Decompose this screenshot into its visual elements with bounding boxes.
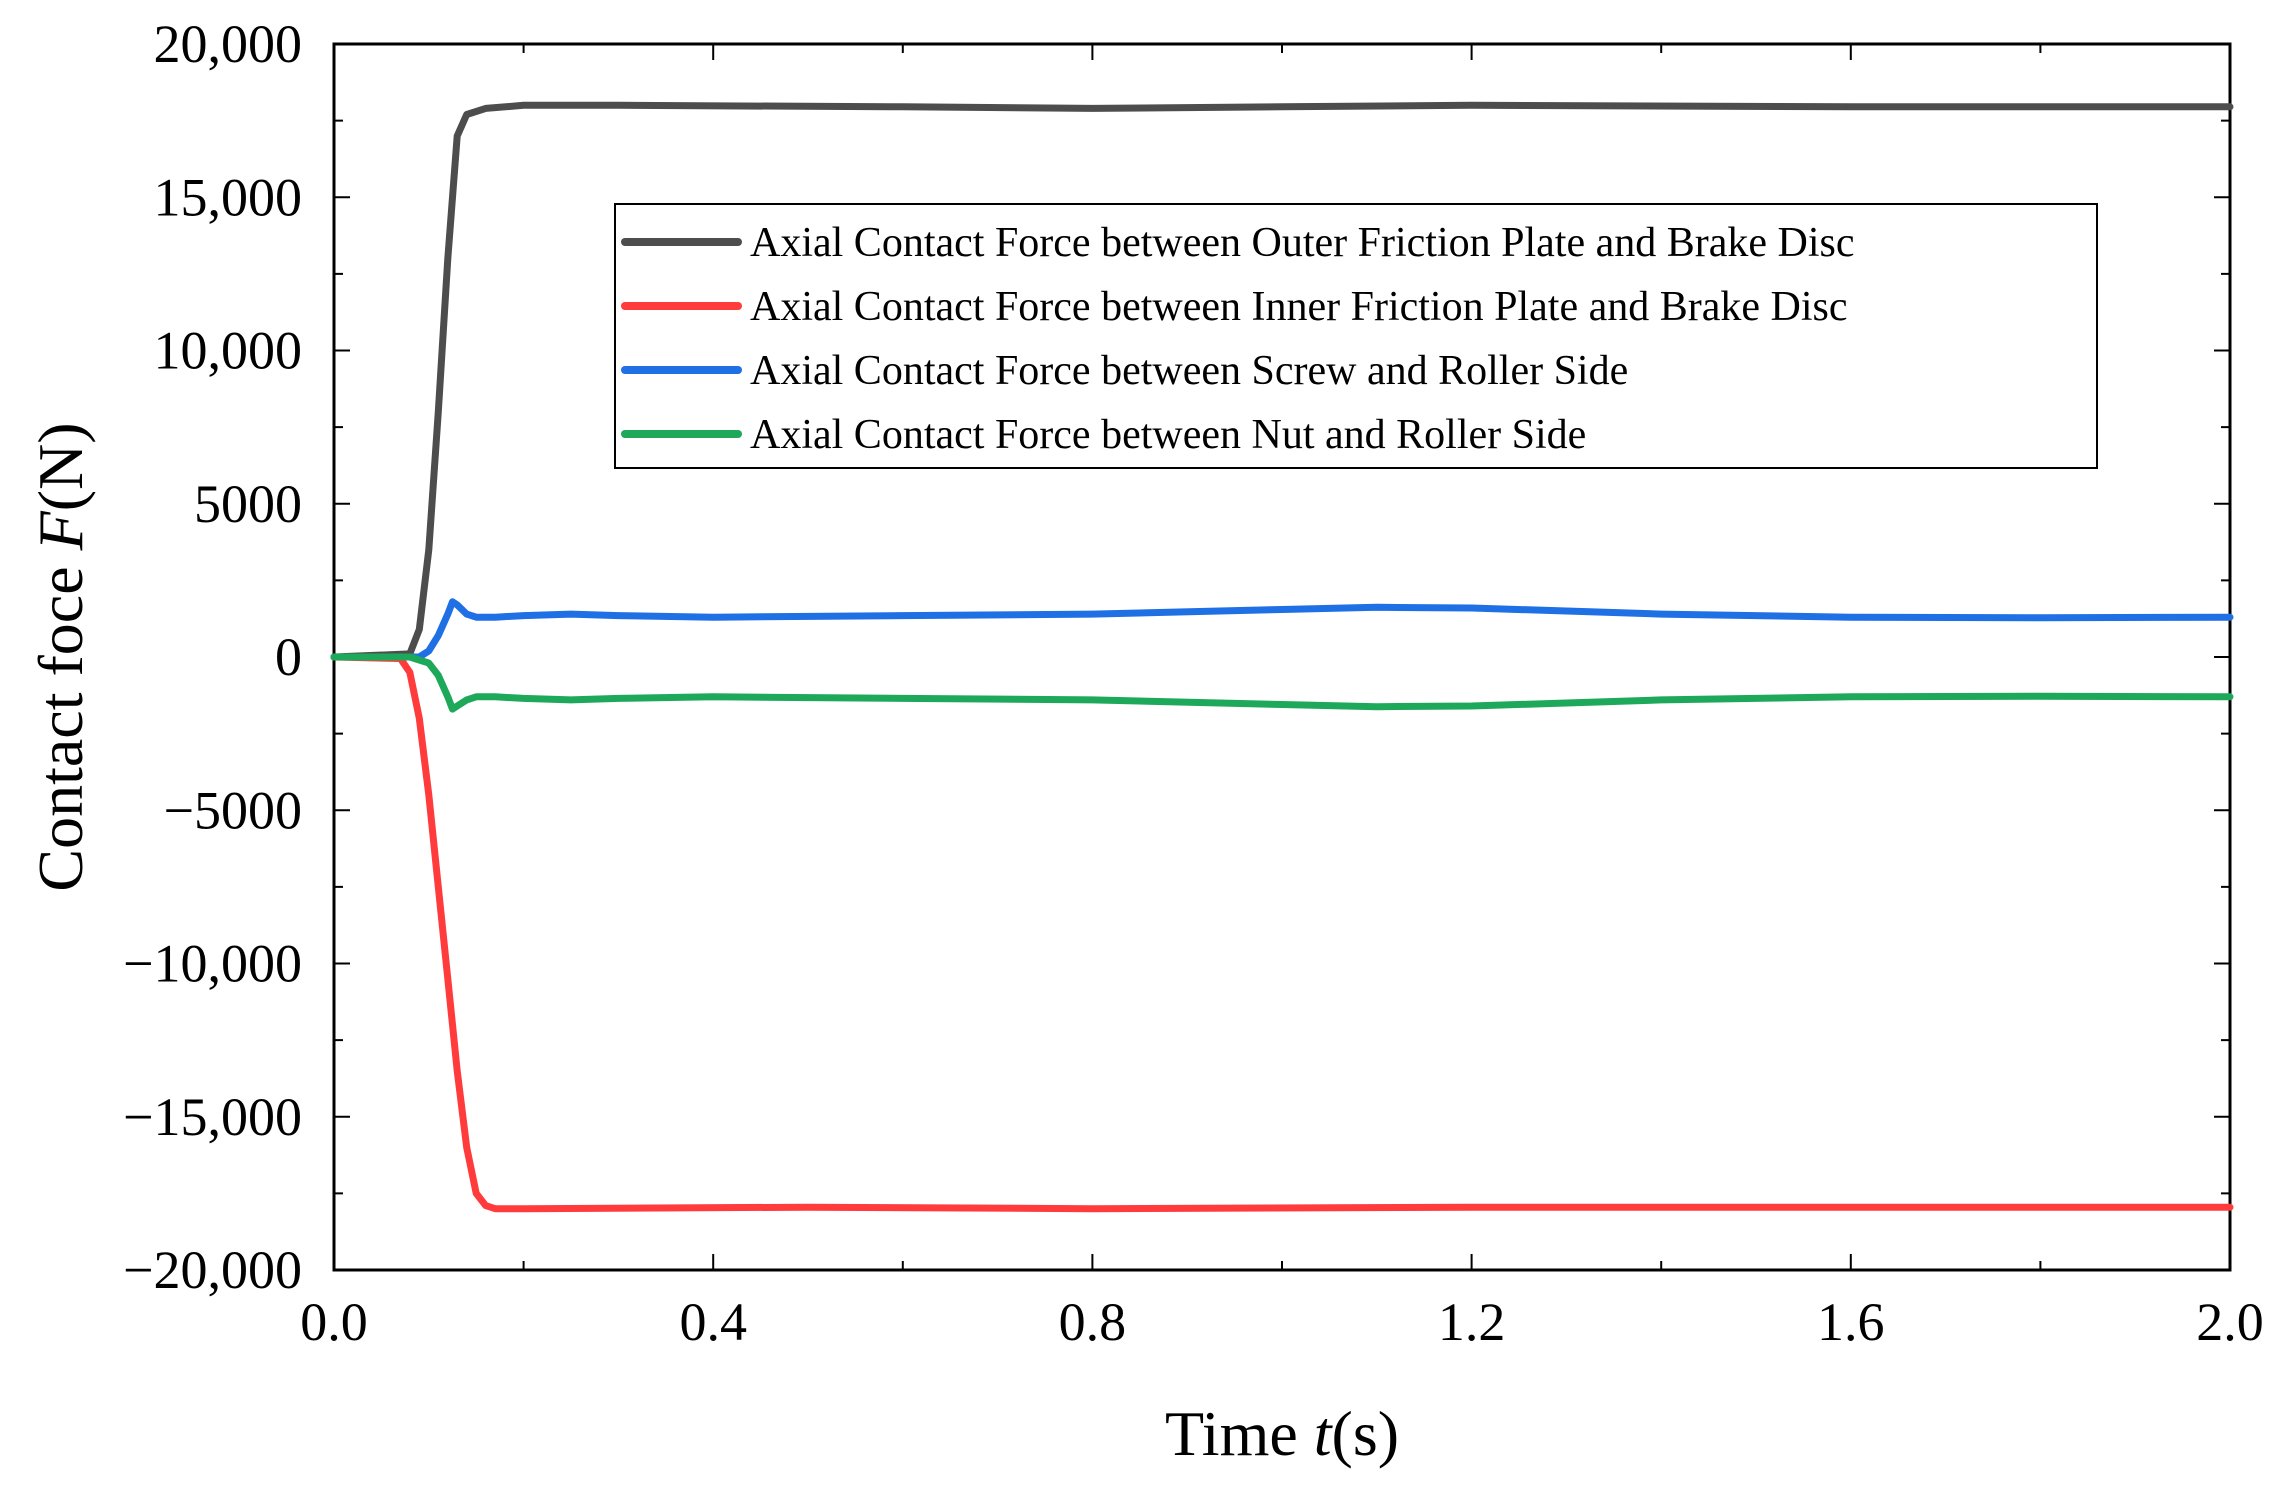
series-line-4	[330, 653, 2234, 713]
y-axis-title-prefix: Contact foce	[25, 550, 96, 891]
axis-ticks: 0.0 0.4 0.8 1.2 1.6 2.0 20,000 15,000 10,000 5000…	[123, 14, 2264, 1352]
x-tick-label: 0.8	[1059, 1292, 1127, 1352]
x-axis-title-var: t	[1314, 1398, 1334, 1469]
legend-label-1: Axial Contact Force between Outer Fricti…	[750, 220, 1855, 266]
y-tick-label: 15,000	[154, 167, 303, 227]
x-tick-label: 0.4	[679, 1292, 747, 1352]
legend-label-2: Axial Contact Force between Inner Fricti…	[750, 284, 1848, 330]
y-tick-label: −10,000	[123, 934, 302, 994]
y-axis-title-unit: (N)	[25, 422, 96, 511]
legend-items: Axial Contact Force between Outer Fricti…	[621, 220, 1855, 458]
legend: Axial Contact Force between Outer Fricti…	[614, 203, 2098, 469]
legend-label-3: Axial Contact Force between Screw and Ro…	[750, 348, 1628, 394]
series-lines	[330, 101, 2234, 1213]
x-tick-label: 0.0	[300, 1292, 368, 1352]
y-tick-label: 10,000	[154, 321, 303, 381]
x-axis-title: Time t(s)	[1165, 1398, 1399, 1469]
x-axis-title-unit: (s)	[1332, 1398, 1400, 1469]
x-axis-title-prefix: Time	[1165, 1398, 1314, 1469]
y-axis-title: Contact foce F(N)	[25, 422, 96, 891]
y-tick-label: −5000	[164, 780, 302, 840]
series-line-3	[330, 598, 2234, 661]
y-tick-label: −20,000	[123, 1240, 302, 1300]
x-tick-label: 1.6	[1817, 1292, 1885, 1352]
legend-box	[614, 203, 2098, 469]
y-tick-label: 5000	[194, 474, 302, 534]
y-tick-label: 0	[275, 627, 302, 687]
legend-label-4: Axial Contact Force between Nut and Roll…	[750, 412, 1586, 458]
y-tick-label: 20,000	[154, 14, 303, 74]
y-tick-label: −15,000	[123, 1087, 302, 1147]
x-tick-label: 1.2	[1438, 1292, 1506, 1352]
x-tick-label: 2.0	[2196, 1292, 2264, 1352]
series-line-1	[330, 101, 2234, 661]
y-axis-title-var: F	[25, 510, 96, 551]
series-line-2	[330, 653, 2234, 1213]
